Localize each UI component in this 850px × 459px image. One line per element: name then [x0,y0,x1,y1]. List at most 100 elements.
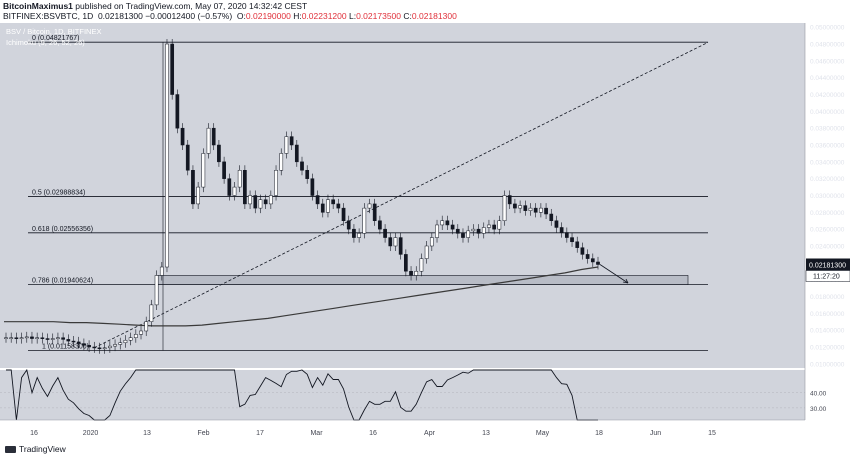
candle-body [144,321,149,332]
candle-body [128,337,133,341]
candle-body [4,337,8,339]
candle-body [165,43,169,268]
candle-body [383,228,387,238]
candle-body [206,127,211,154]
fib-level-label: 0.618 (0.02556356) [32,226,93,233]
candle-body [315,195,320,205]
time-tick-label: 13 [482,430,490,437]
candle-body [346,220,351,230]
candle-body [393,237,398,247]
ohlc-open: 0.02190000 [245,11,291,21]
price-tick-label: 0.04600000 [810,58,845,65]
candle-body [533,207,538,213]
time-tick-label: 18 [595,430,603,437]
candle-body [61,337,65,340]
candle-body [305,170,310,179]
candle-body [424,245,429,259]
candle-body [139,330,143,335]
candle-body [564,232,569,238]
chart-legend-title: BSV / Bitcoin, 1D, BITFINEX [6,27,101,36]
price-tick-label: 0.02600000 [810,227,845,234]
author-name[interactable]: BitcoinMaximus1 [3,1,73,11]
candle-body [513,203,517,209]
time-tick-label: Jun [650,430,661,437]
candle-body [243,170,247,205]
main-pane-background [0,23,805,368]
candle-body [429,237,434,247]
price-tick-label: 0.02800000 [810,210,845,217]
candle-body [523,205,528,211]
time-tick-label: 16 [30,430,38,437]
candle-body [201,153,206,188]
candle-body [570,237,574,243]
candle-body [580,247,585,255]
candle-body [352,228,356,238]
candle-body [170,43,175,95]
candle-body [123,339,128,344]
candle-body [404,254,408,272]
price-tick-label: 0.03800000 [810,126,845,133]
candle-body [362,207,367,234]
chart-area[interactable]: 0 (0.04821767) 0.5 (0.02988834) 0.618 (0.0… [0,23,850,438]
candle-body [159,266,164,276]
candle-body [237,170,242,188]
candle-body [336,203,341,209]
price-tick-label: 0.04200000 [810,92,845,99]
candle-body [66,339,71,342]
candle-body [50,338,55,340]
time-tick-label: Feb [197,430,209,437]
candle-body [102,347,107,350]
candle-body [108,345,112,349]
candle-body [82,343,86,346]
price-tick-label: 0.04800000 [810,42,845,49]
fib-level-label: 0.5 (0.02988834) [32,189,85,196]
candle-body [9,337,14,339]
dashed-trend-line [94,41,709,349]
candle-body [196,186,200,205]
candle-body [326,199,330,213]
candle-body [24,336,29,339]
symbol-name: BITFINEX:BSVBTC, 1D [3,11,94,21]
fib-level-label: 1 (0.01158300) [42,343,89,350]
candle-body [149,304,154,322]
candle-body [590,258,595,263]
moving-average-line [4,266,599,327]
candle-body [466,230,471,238]
price-tick-label: 0.04000000 [810,109,845,116]
candle-body [35,337,40,339]
candle-body [502,195,507,221]
candle-body [554,220,559,228]
candle-body [481,227,486,234]
projection-arrow [599,264,629,284]
candle-body [258,199,263,209]
candle-body [357,233,361,238]
fib-level-label: 0.786 (0.01940624) [32,278,93,285]
candle-body [97,347,102,350]
candle-body [180,127,185,146]
time-tick-label: 17 [256,430,264,437]
tradingview-logo[interactable]: TradingView [5,444,66,454]
price-change: 0.02181300 −0.00012400 (−0.57%) [97,11,233,21]
candle-body [471,228,476,232]
candle-body [185,144,190,171]
candle-body [388,237,393,247]
publish-info: BitcoinMaximus1 published on TradingView… [3,1,307,12]
projection-arrowhead [622,278,629,284]
price-tick-label: 0.01400000 [810,328,845,335]
support-zone [156,275,689,285]
price-chart[interactable]: 0 (0.04821767) 0.5 (0.02988834) 0.618 (0.0… [0,23,850,438]
candle-body [559,227,564,233]
symbol-info: BITFINEX:BSVBTC, 1D 0.02181300 −0.000124… [3,11,457,22]
candle-body [274,170,278,196]
candle-body [492,224,496,230]
candle-body [71,340,76,343]
candle-body [294,144,299,163]
candle-body [419,258,424,272]
countdown-badge [805,270,850,282]
candle-body [30,336,34,339]
ohlc-close: 0.02181300 [411,11,457,21]
time-tick-label: 16 [369,430,377,437]
candle-body [279,153,284,171]
candle-body [409,270,413,276]
candle-body [263,199,268,205]
